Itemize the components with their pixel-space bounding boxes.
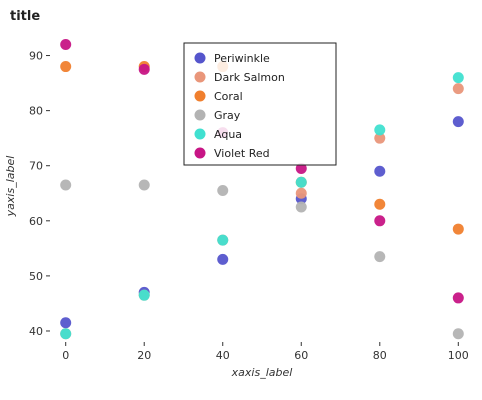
aqua-point <box>138 289 150 301</box>
x-tick-label: 40 <box>216 349 230 362</box>
y-tick-label: 40 <box>29 325 43 338</box>
aqua-point <box>217 234 229 246</box>
coral-point <box>452 223 464 235</box>
data-points <box>60 39 464 340</box>
y-tick-label: 70 <box>29 160 43 173</box>
legend-marker-violet-red <box>194 147 206 159</box>
legend-marker-periwinkle <box>194 52 206 64</box>
gray-point <box>217 185 229 197</box>
legend-label-aqua: Aqua <box>214 128 242 141</box>
legend-marker-gray <box>194 109 206 121</box>
periwinkle-point <box>452 116 464 128</box>
legend-label-dark-salmon: Dark Salmon <box>214 71 285 84</box>
y-tick-label: 90 <box>29 50 43 63</box>
legend-box <box>183 42 337 166</box>
aqua-point <box>295 176 307 188</box>
aqua-point <box>60 328 72 340</box>
x-tick-label: 100 <box>448 349 469 362</box>
coral-point <box>60 61 72 73</box>
legend-label-coral: Coral <box>214 90 243 103</box>
legend-marker-aqua <box>194 128 206 140</box>
x-tick-label: 0 <box>62 349 69 362</box>
legend-marker-dark-salmon <box>194 71 206 83</box>
periwinkle-point <box>374 165 386 177</box>
gray-point <box>295 201 307 213</box>
legend-marker-coral <box>194 90 206 102</box>
aqua-point <box>452 72 464 84</box>
gray-point <box>138 179 150 191</box>
dark-salmon-point <box>452 83 464 95</box>
gray-point <box>60 179 72 191</box>
violet-red-point <box>138 63 150 75</box>
x-tick-label: 80 <box>373 349 387 362</box>
y-tick-label: 60 <box>29 215 43 228</box>
legend-label-periwinkle: Periwinkle <box>214 52 270 65</box>
aqua-point <box>374 124 386 136</box>
x-tick-label: 60 <box>294 349 308 362</box>
y-tick-label: 50 <box>29 270 43 283</box>
gray-point <box>452 328 464 340</box>
chart-title: title <box>10 9 40 24</box>
x-tick-label: 20 <box>137 349 151 362</box>
periwinkle-point <box>60 317 72 329</box>
y-axis-title: yaxis_label <box>4 156 17 218</box>
violet-red-point <box>452 292 464 304</box>
legend-label-violet-red: Violet Red <box>214 147 270 160</box>
x-axis: 0 20 40 60 80 100 <box>62 342 469 362</box>
coral-point <box>374 198 386 210</box>
legend-label-gray: Gray <box>214 109 241 122</box>
x-axis-title: xaxis_label <box>231 366 293 379</box>
legend: Periwinkle Dark Salmon Coral Gray Aqua Violet… <box>183 42 337 166</box>
violet-red-point <box>295 162 307 174</box>
y-axis: 40 50 60 70 80 90 <box>29 50 50 338</box>
gray-point <box>374 251 386 263</box>
dark-salmon-point <box>374 132 386 144</box>
violet-red-point <box>374 215 386 227</box>
dark-salmon-point <box>295 187 307 199</box>
periwinkle-point <box>217 253 229 265</box>
y-tick-label: 80 <box>29 105 43 118</box>
violet-red-point <box>60 39 72 51</box>
